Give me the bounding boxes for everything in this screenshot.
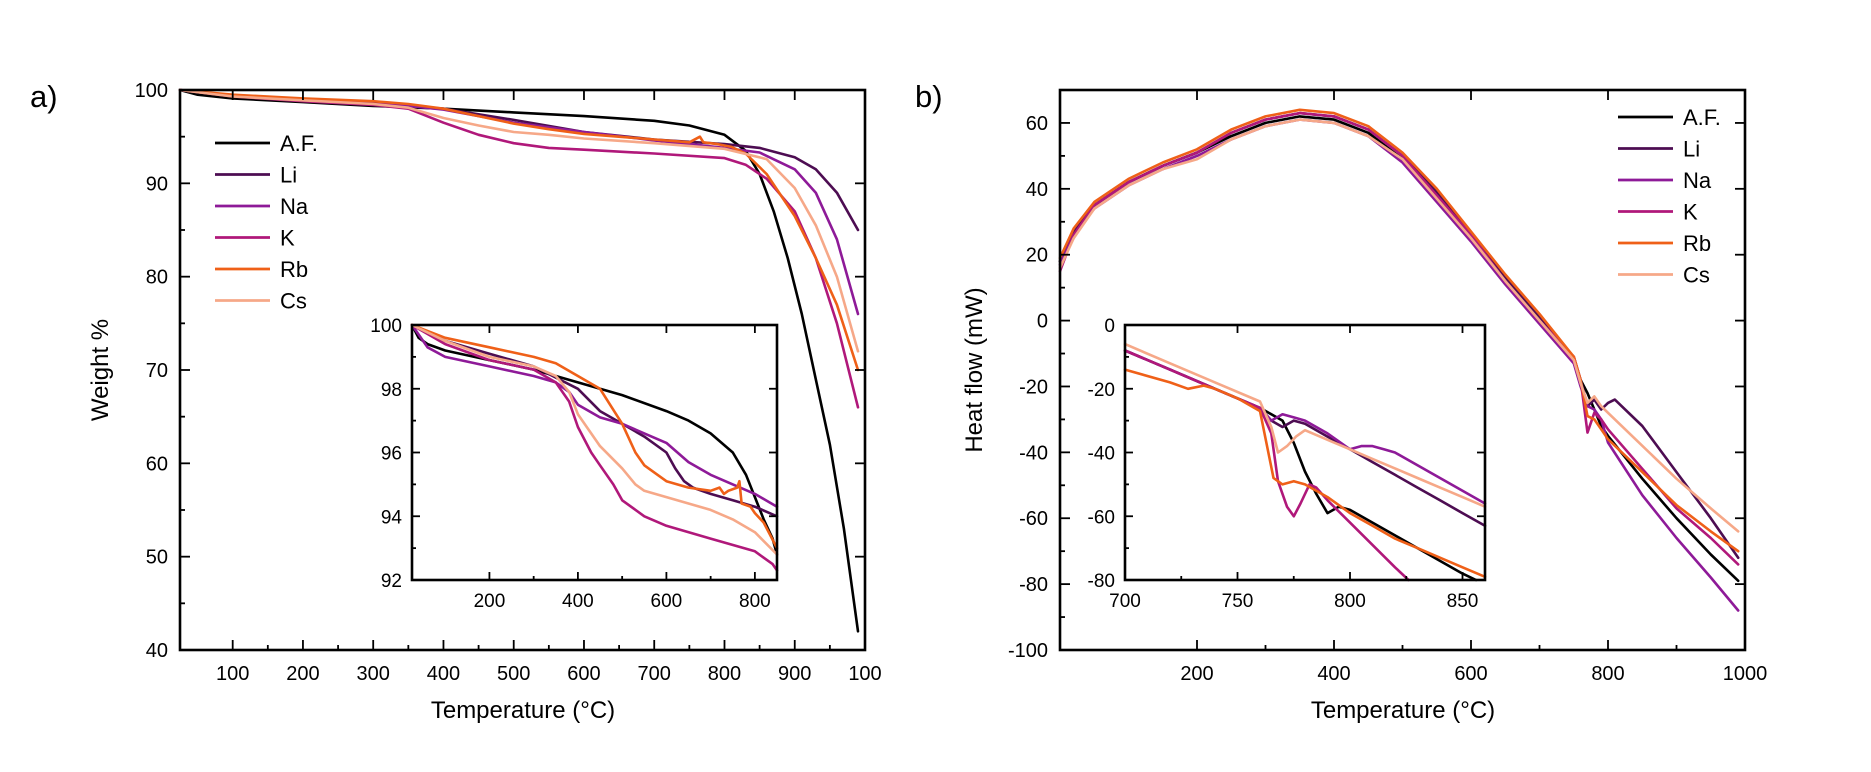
panel-b-series-rb bbox=[1058, 108, 1740, 553]
panel-b-y-tick-label: -100 bbox=[1008, 640, 1048, 662]
panel-b-inset-series-cs bbox=[1123, 342, 1487, 509]
panel-a-legend-label-li: Li bbox=[280, 163, 297, 188]
panel-a-inset-series-li bbox=[410, 323, 779, 518]
panel-a-series-cs bbox=[178, 88, 860, 353]
panel-b-inset-y-tick-label: -20 bbox=[1088, 380, 1115, 401]
panel-b-chart: b) 200 400 600 800 1000-100-80-60-40-2002040… bbox=[915, 79, 1767, 724]
panel-b-inset-y-tick-label: -40 bbox=[1088, 444, 1115, 465]
panel-a-x-tick-label: 600 bbox=[567, 663, 600, 685]
panel-b-y-tick-label: 60 bbox=[1026, 113, 1048, 135]
panel-b-legend-label-k: K bbox=[1683, 200, 1698, 225]
panel-b-x-tick-label: 200 bbox=[1180, 663, 1213, 685]
panel-b-y-tick-label: 40 bbox=[1026, 179, 1048, 201]
panel-a-inset-series-group bbox=[410, 323, 779, 572]
panel-a-legend-label-rb: Rb bbox=[280, 257, 308, 282]
panel-a-inset-series-cs bbox=[410, 323, 779, 556]
panel-b-inset-series-group bbox=[1123, 342, 1487, 582]
panel-a-y-tick-label: 90 bbox=[146, 173, 168, 195]
panel-b-x-tick-label: 600 bbox=[1454, 663, 1487, 685]
panel-b-inset-y-tick-label: -80 bbox=[1088, 571, 1115, 592]
panel-a-inset-series-k bbox=[410, 323, 779, 572]
panel-a-inset-x-tick-label: 200 bbox=[474, 591, 506, 612]
panel-b-legend: A.F. Li Na K Rb Cs bbox=[1618, 105, 1721, 288]
panel-a-x-tick-label: 200 bbox=[286, 663, 319, 685]
panel-a-legend-label-a-f: A.F. bbox=[280, 131, 318, 156]
panel-a-inset-x-tick-label: 600 bbox=[651, 591, 683, 612]
panel-a-inset-y-tick-label: 94 bbox=[381, 507, 403, 528]
panel-a-inset-series-na bbox=[410, 323, 779, 509]
panel-b-x-tick-label: 800 bbox=[1591, 663, 1624, 685]
panel-a-inset-axes: 200 400 600 800 92 94 96 98 100 bbox=[370, 316, 777, 612]
panel-b-series-group bbox=[1058, 108, 1740, 612]
panel-a-y-tick-label: 80 bbox=[146, 267, 168, 289]
panel-a-x-tick-label: 300 bbox=[357, 663, 390, 685]
panel-b-y-tick-label: -80 bbox=[1019, 574, 1048, 596]
panel-a-inset-x-tick-label: 800 bbox=[739, 591, 771, 612]
panel-b-inset-x-tick-label: 800 bbox=[1334, 591, 1366, 612]
panel-a-inset-background bbox=[412, 325, 777, 580]
panel-b-legend-label-a-f: A.F. bbox=[1683, 105, 1721, 130]
panel-b-inset-y-tick-label: -60 bbox=[1088, 507, 1115, 528]
panel-b-x-tick-label: 1000 bbox=[1723, 663, 1768, 685]
panel-b-y-tick-label: 20 bbox=[1026, 245, 1048, 267]
panel-a-inset-series-a-f bbox=[410, 323, 779, 556]
panel-a-y-tick-label: 100 bbox=[135, 80, 168, 102]
panel-a-y-tick-label: 50 bbox=[146, 547, 168, 569]
panel-a-inset-y-tick-label: 100 bbox=[370, 316, 402, 337]
panel-b-series-k bbox=[1058, 111, 1740, 566]
panel-a-legend: A.F. Li Na K Rb Cs bbox=[215, 131, 318, 314]
panel-b-y-tick-label: -60 bbox=[1019, 508, 1048, 530]
panel-b-legend-label-rb: Rb bbox=[1683, 231, 1711, 256]
panel-a-y-tick-label: 70 bbox=[146, 360, 168, 382]
panel-b-y-tick-label: -40 bbox=[1019, 442, 1048, 464]
panel-b-x-axis-title: Temperature (°C) bbox=[1311, 697, 1495, 724]
panel-a-inset-series-rb bbox=[410, 323, 779, 550]
panel-b-legend-label-cs: Cs bbox=[1683, 263, 1710, 288]
panel-b-y-tick-label: -20 bbox=[1019, 376, 1048, 398]
panel-a-x-tick-label: 900 bbox=[778, 663, 811, 685]
panel-a-legend-label-cs: Cs bbox=[280, 289, 307, 314]
panel-a-inset-y-tick-label: 92 bbox=[381, 571, 402, 592]
panel-a-y-axis-title: Weight % bbox=[87, 319, 114, 421]
panel-b-x-tick-label: 400 bbox=[1317, 663, 1350, 685]
panel-b-inset-series-rb bbox=[1123, 368, 1487, 579]
panel-b-inset-y-tick-label: 0 bbox=[1104, 316, 1115, 337]
panel-a-legend-label-na: Na bbox=[280, 194, 309, 219]
panel-b-series-cs bbox=[1058, 118, 1740, 533]
panel-a-x-tick-label: 100 bbox=[216, 663, 249, 685]
panel-b-inset-x-tick-label: 700 bbox=[1109, 591, 1141, 612]
panel-a-x-tick-label: 500 bbox=[497, 663, 530, 685]
panel-a-legend-label-k: K bbox=[280, 226, 295, 251]
panel-a-inset-y-tick-label: 96 bbox=[381, 444, 402, 465]
panel-a-x-tick-label: 100 bbox=[848, 663, 881, 685]
panel-b-inset-axes: 700 750 800 850 -80 -60 -40 -20 0 bbox=[1088, 316, 1485, 612]
panel-b-y-tick-label: 0 bbox=[1037, 311, 1048, 333]
panel-a-x-tick-label: 800 bbox=[708, 663, 741, 685]
panel-b-legend-label-na: Na bbox=[1683, 168, 1712, 193]
panel-a-chart: a) 100 200 300 400 500 600 700 800 900 100 40 50 60 7… bbox=[30, 79, 882, 724]
panel-b-inset-background bbox=[1125, 325, 1485, 580]
panel-b-tag: b) bbox=[915, 79, 943, 114]
panel-a-inset-y-tick-label: 98 bbox=[381, 380, 402, 401]
panel-a-x-tick-label: 700 bbox=[638, 663, 671, 685]
panel-a-axes: 100 200 300 400 500 600 700 800 900 100 40 50 60 70 80… bbox=[135, 80, 882, 685]
panel-b-axes: 200 400 600 800 1000 -100 -80 -60 -40 -20 0 20 40 60 bbox=[1008, 90, 1767, 685]
panel-a-series-rb bbox=[178, 88, 860, 372]
panel-a-series-group bbox=[178, 88, 860, 633]
panel-a-inset-x-tick-label: 400 bbox=[562, 591, 594, 612]
panel-b-y-axis-title: Heat flow (mW) bbox=[961, 287, 988, 452]
panel-b-inset-x-tick-label: 750 bbox=[1222, 591, 1254, 612]
panel-a-x-axis-title: Temperature (°C) bbox=[431, 697, 615, 724]
panel-a-x-tick-label: 400 bbox=[427, 663, 460, 685]
panel-a-y-tick-label: 40 bbox=[146, 640, 168, 662]
panel-a-y-tick-label: 60 bbox=[146, 453, 168, 475]
panel-b-inset-x-tick-label: 850 bbox=[1447, 591, 1479, 612]
panel-b-legend-label-li: Li bbox=[1683, 137, 1700, 162]
panel-a-tag: a) bbox=[30, 79, 58, 114]
